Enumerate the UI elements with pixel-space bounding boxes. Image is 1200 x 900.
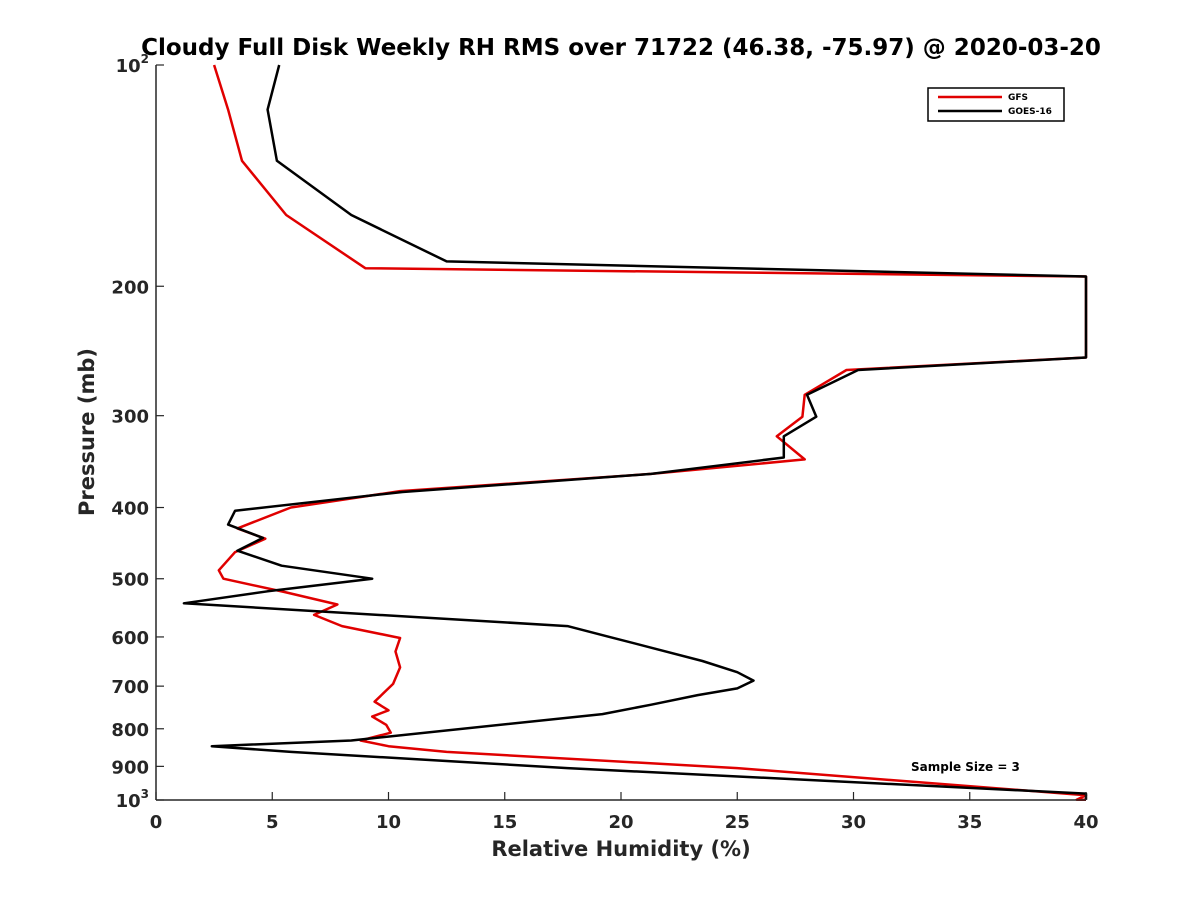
y-tick-label: 102 [116,52,149,77]
y-tick-label: 200 [111,277,149,298]
y-tick-label: 500 [111,570,149,591]
plot-area: 0 5 10 15 20 25 30 35 40 102 200 300 400 500 600 700 80… [111,52,1098,833]
x-tick-label: 25 [725,812,750,833]
chart-title: Cloudy Full Disk Weekly RH RMS over 7172… [141,35,1101,61]
x-tick-label: 5 [266,812,279,833]
x-axis-label: Relative Humidity (%) [491,837,750,861]
series-layer [182,64,1088,801]
legend-label-gfs: GFS [1008,93,1028,103]
x-tick-label: 30 [841,812,866,833]
y-tick-label: 400 [111,499,149,520]
y-ticks: 102 200 300 400 500 600 700 800 900 103 [111,52,164,812]
y-axis-label: Pressure (mb) [75,348,99,516]
x-tick-label: 15 [492,812,517,833]
plot-background [156,65,1086,800]
x-tick-label: 35 [957,812,982,833]
y-tick-label: 900 [111,757,149,778]
x-tick-label: 0 [150,812,163,833]
y-tick-label: 300 [111,407,149,428]
x-tick-label: 10 [376,812,401,833]
series-line-goes16 [182,64,1088,800]
y-tick-label: 600 [111,628,149,649]
legend-box [927,87,1065,122]
sample-size-annotation: Sample Size = 3 [911,760,1020,774]
x-tick-label: 20 [608,812,633,833]
legend: GFS GOES-16 [927,87,1065,122]
y-tick-label: 800 [111,720,149,741]
x-tick-label: 40 [1073,812,1098,833]
x-ticks: 0 5 10 15 20 25 30 35 40 [150,792,1099,833]
y-tick-label: 103 [116,787,149,812]
y-tick-label: 700 [111,677,149,698]
legend-label-goes16: GOES-16 [1008,107,1052,117]
